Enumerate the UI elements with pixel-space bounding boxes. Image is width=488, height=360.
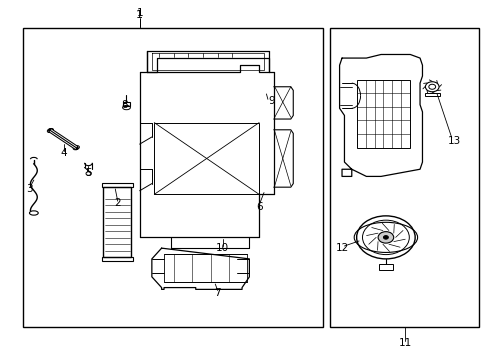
Text: 9: 9: [267, 96, 274, 106]
Bar: [103, 187, 131, 257]
Bar: [424, 93, 439, 96]
Ellipse shape: [377, 231, 393, 243]
Text: 12: 12: [335, 243, 348, 253]
Text: 5: 5: [85, 168, 92, 178]
Text: 2: 2: [114, 198, 121, 208]
Text: 11: 11: [398, 338, 411, 348]
Text: 1: 1: [136, 8, 142, 18]
Text: 4: 4: [61, 148, 67, 158]
Text: 6: 6: [255, 202, 262, 212]
Bar: [22, 28, 322, 327]
Ellipse shape: [383, 235, 387, 239]
Bar: [154, 123, 259, 194]
Text: 3: 3: [26, 184, 33, 194]
Text: 7: 7: [214, 288, 221, 298]
Text: 13: 13: [447, 136, 460, 145]
Bar: [163, 253, 246, 282]
Bar: [122, 102, 130, 106]
Text: 1: 1: [136, 10, 143, 20]
Bar: [102, 257, 133, 261]
Text: 8: 8: [122, 100, 128, 110]
Bar: [356, 80, 409, 148]
Bar: [102, 183, 133, 187]
Bar: [329, 28, 478, 327]
Bar: [378, 264, 392, 270]
Text: 10: 10: [216, 243, 229, 253]
